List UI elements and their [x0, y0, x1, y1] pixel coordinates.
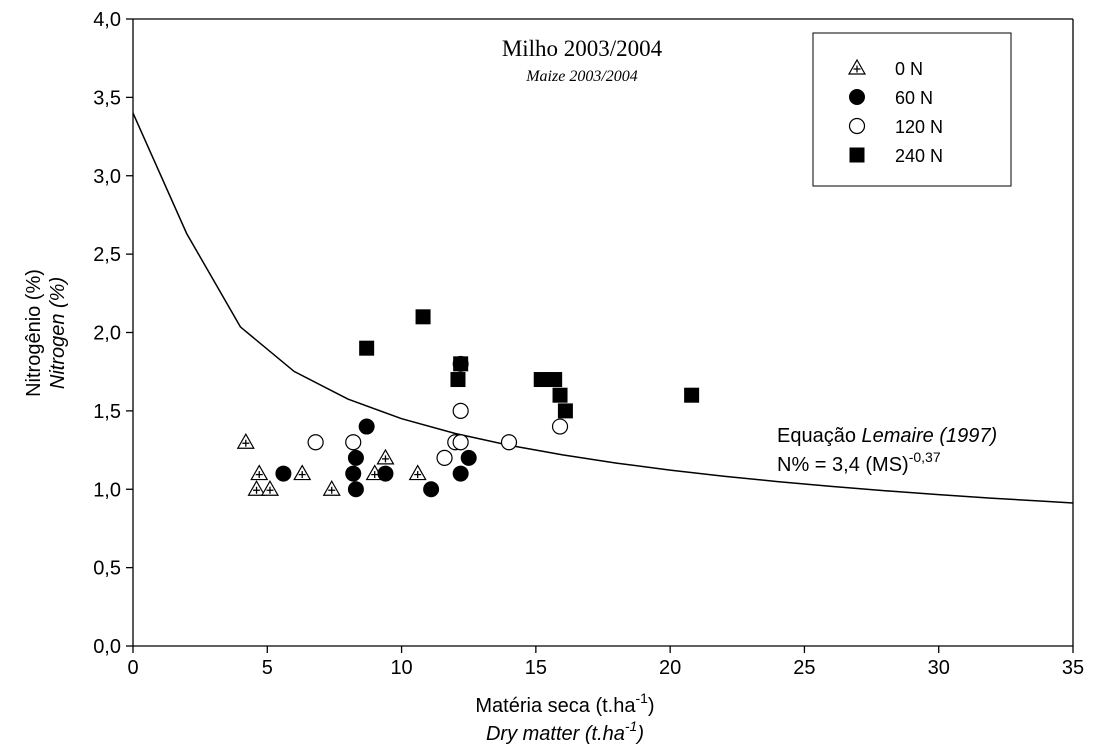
data-point [322, 480, 341, 496]
data-points [236, 309, 700, 498]
x-axis-label-main-text: Matéria seca (t.ha [475, 695, 636, 717]
data-point [452, 465, 469, 482]
y-tick-label: 2,0 [93, 323, 121, 345]
x-tick-label: 5 [262, 657, 273, 679]
legend-marker [848, 117, 866, 135]
data-point [552, 387, 568, 403]
data-point [347, 449, 364, 466]
x-tick-label: 25 [793, 657, 815, 679]
legend-marker [849, 89, 865, 105]
data-point [359, 340, 375, 356]
data-point [236, 433, 255, 449]
x-tick-label: 30 [928, 657, 950, 679]
data-point [453, 356, 469, 372]
y-tick-label: 1,0 [93, 479, 121, 501]
data-point [293, 464, 312, 481]
y-tick-label: 4,0 [93, 9, 121, 31]
data-point [423, 481, 440, 498]
legend-label: 120 N [895, 117, 943, 137]
equation-label: Equação Lemaire (1997) [777, 425, 997, 447]
equation-formula-exponent: -0,37 [909, 449, 941, 465]
data-point [533, 372, 549, 388]
equation-label-author: Lemaire (1997) [862, 425, 998, 447]
x-axis-label-sub-close: ) [635, 723, 644, 745]
data-point [345, 434, 362, 451]
x-axis-label-main-sup: -1 [635, 690, 648, 706]
data-point [436, 449, 453, 466]
legend-box [812, 32, 1012, 187]
x-tick-label: 0 [127, 657, 138, 679]
y-axis-ticks: 0,0 0,5 1,0 1,5 2,0 2,5 3,0 3,5 4,0 [93, 9, 133, 658]
equation-label-prefix: Equação [777, 425, 862, 447]
x-axis-label-sub: Dry matter (t.ha-1) [486, 718, 644, 745]
equation-formula: N% = 3,4 (MS)-0,37 [777, 449, 941, 476]
data-point [345, 465, 362, 482]
data-point [460, 449, 477, 466]
plot-area [132, 18, 1074, 647]
legend-label: 60 N [895, 88, 933, 108]
y-tick-label: 1,5 [93, 401, 121, 423]
y-tick-label: 0,5 [93, 558, 121, 580]
data-point [551, 418, 569, 435]
legend-marker [849, 147, 865, 163]
data-point [684, 387, 700, 403]
data-point [247, 480, 266, 496]
x-axis-label-main-close: ) [648, 695, 655, 717]
legend-marker [847, 58, 867, 75]
data-point [452, 402, 469, 419]
data-point [260, 480, 280, 496]
data-point [557, 403, 573, 419]
y-axis-label-main: Nitrogênio (%) [23, 269, 45, 397]
data-point [452, 434, 469, 451]
y-tick-label: 0,0 [93, 636, 121, 658]
legend-label: 0 N [895, 59, 923, 79]
data-point [275, 465, 292, 482]
data-point [347, 481, 364, 498]
legend: 0 N 60 N 120 N 240 N [812, 32, 1012, 187]
y-axis-label: Nitrogênio (%) Nitrogen (%) [23, 269, 69, 397]
x-tick-label: 10 [390, 657, 412, 679]
data-point [358, 418, 375, 435]
data-point [250, 464, 269, 481]
data-point [377, 465, 394, 482]
data-point [547, 372, 563, 388]
x-tick-label: 35 [1062, 657, 1084, 679]
data-point [408, 464, 427, 481]
y-axis-label-sub: Nitrogen (%) [47, 277, 69, 389]
x-axis-label-sub-sup: -1 [625, 718, 637, 734]
x-tick-label: 20 [659, 657, 681, 679]
y-tick-label: 3,5 [93, 87, 121, 109]
equation-formula-base: N% = 3,4 (MS) [777, 454, 909, 476]
y-tick-label: 2,5 [93, 244, 121, 266]
data-point [307, 434, 324, 451]
lemaire-curve [132, 112, 1074, 504]
x-axis-label-main: Matéria seca (t.ha-1) [475, 690, 654, 717]
x-axis-label-sub-text: Dry matter (t.ha [486, 723, 625, 745]
data-point [450, 372, 466, 388]
chart-subtitle: Maize 2003/2004 [525, 68, 638, 85]
data-point [376, 448, 395, 465]
x-tick-label: 15 [525, 657, 547, 679]
chart-title: Milho 2003/2004 [502, 36, 663, 61]
x-axis-ticks: 0 5 10 15 20 25 30 35 [127, 646, 1084, 679]
legend-label: 240 N [895, 146, 943, 166]
y-tick-label: 3,0 [93, 166, 121, 188]
data-point [500, 434, 518, 451]
data-point [415, 309, 431, 325]
